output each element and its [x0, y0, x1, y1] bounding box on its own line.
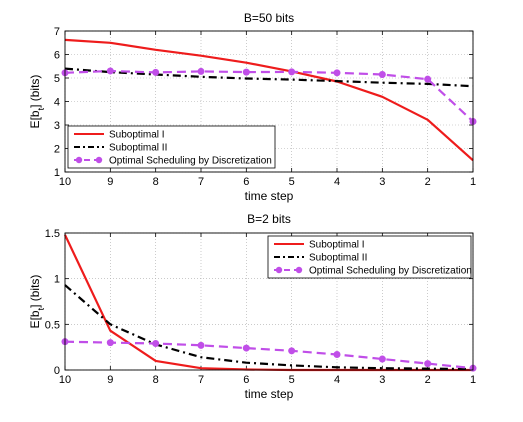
- legend-label-0: Suboptimal I: [309, 240, 365, 251]
- y-tick-label: 6: [54, 50, 60, 62]
- y-tick-label: 3: [54, 120, 60, 132]
- x-tick-label: 2: [425, 176, 431, 188]
- x-tick-label: 5: [289, 176, 295, 188]
- series-line-1: [64, 67, 474, 88]
- series-point-2: [152, 340, 160, 348]
- x-tick-label: 3: [379, 374, 385, 386]
- series-point-2: [242, 68, 250, 76]
- y-tick-label: 2: [54, 144, 60, 156]
- legend-marker-2: [75, 156, 83, 164]
- x-tick-label: 8: [153, 176, 159, 188]
- series-point-2: [152, 68, 160, 76]
- series-point-2: [106, 67, 114, 75]
- chart-title: B=50 bits: [244, 11, 294, 25]
- x-tick-label: 4: [334, 374, 340, 386]
- series-line-2: [64, 69, 474, 123]
- y-tick-label: 1.5: [45, 228, 60, 240]
- y-tick-label: 7: [54, 26, 60, 38]
- series-point-2: [106, 339, 114, 347]
- legend-label-2: Optimal Scheduling by Discretization: [109, 156, 272, 167]
- legend-label-1: Suboptimal II: [109, 143, 167, 154]
- chart-panel-b50: 10 9 8 7 6 5 4 3 2 1 1 2 3 4 5 6 7 B=50 bits time step E[bt…: [28, 11, 477, 203]
- legend-marker-2: [295, 266, 303, 274]
- x-tick-label: 7: [198, 176, 204, 188]
- legend-label-2: Optimal Scheduling by Discretization: [309, 266, 472, 277]
- y-tick-label: 1: [54, 274, 60, 286]
- x-axis-label: time step: [245, 189, 294, 203]
- x-tick-label: 10: [59, 176, 71, 188]
- x-tick-label: 1: [470, 374, 476, 386]
- axes-frame: [64, 232, 474, 371]
- chart-title: B=2 bits: [247, 212, 291, 226]
- series-line-1: [64, 284, 474, 371]
- legend: Suboptimal I Suboptimal II Optimal Schedul…: [267, 235, 472, 279]
- series-point-2: [333, 69, 341, 77]
- y-tick-label: 1: [54, 167, 60, 179]
- x-tick-label: 8: [153, 374, 159, 386]
- x-tick-label: 10: [59, 374, 71, 386]
- y-tick-label: 4: [54, 97, 60, 109]
- series-point-2: [242, 344, 250, 352]
- x-tick-label: 3: [379, 176, 385, 188]
- series-line-0: [64, 38, 474, 162]
- y-tick-label: 0.5: [45, 319, 60, 331]
- series-line-2: [64, 340, 474, 370]
- legend-label-0: Suboptimal I: [109, 130, 165, 141]
- y-axis-label: E[bt] (bits): [28, 275, 46, 329]
- x-tick-label: 7: [198, 374, 204, 386]
- x-tick-label: 1: [470, 176, 476, 188]
- axes-frame: [64, 30, 474, 173]
- series-point-2: [424, 75, 432, 83]
- x-axis-label: time step: [245, 387, 294, 401]
- series-point-2: [197, 67, 205, 75]
- x-tick-label: 6: [243, 176, 249, 188]
- legend-label-1: Suboptimal II: [309, 253, 367, 264]
- legend-marker-2: [275, 266, 283, 274]
- x-tick-label: 2: [425, 374, 431, 386]
- series-point-2: [288, 68, 296, 76]
- series-point-2: [378, 70, 386, 78]
- x-tick-label: 6: [243, 374, 249, 386]
- y-axis-label: E[bt] (bits): [28, 75, 46, 129]
- x-tick-label: 5: [289, 374, 295, 386]
- x-tick-label: 9: [107, 374, 113, 386]
- series-point-2: [378, 355, 386, 363]
- legend-marker-2: [95, 156, 103, 164]
- y-tick-label: 0: [54, 365, 60, 377]
- series-point-2: [288, 347, 296, 355]
- series-point-2: [333, 350, 341, 358]
- y-tick-label: 5: [54, 73, 60, 85]
- legend: Suboptimal I Suboptimal II Optimal Schedul…: [67, 125, 276, 169]
- x-tick-label: 9: [107, 176, 113, 188]
- x-tick-label: 4: [334, 176, 340, 188]
- series-point-2: [197, 341, 205, 349]
- series-point-2: [424, 360, 432, 368]
